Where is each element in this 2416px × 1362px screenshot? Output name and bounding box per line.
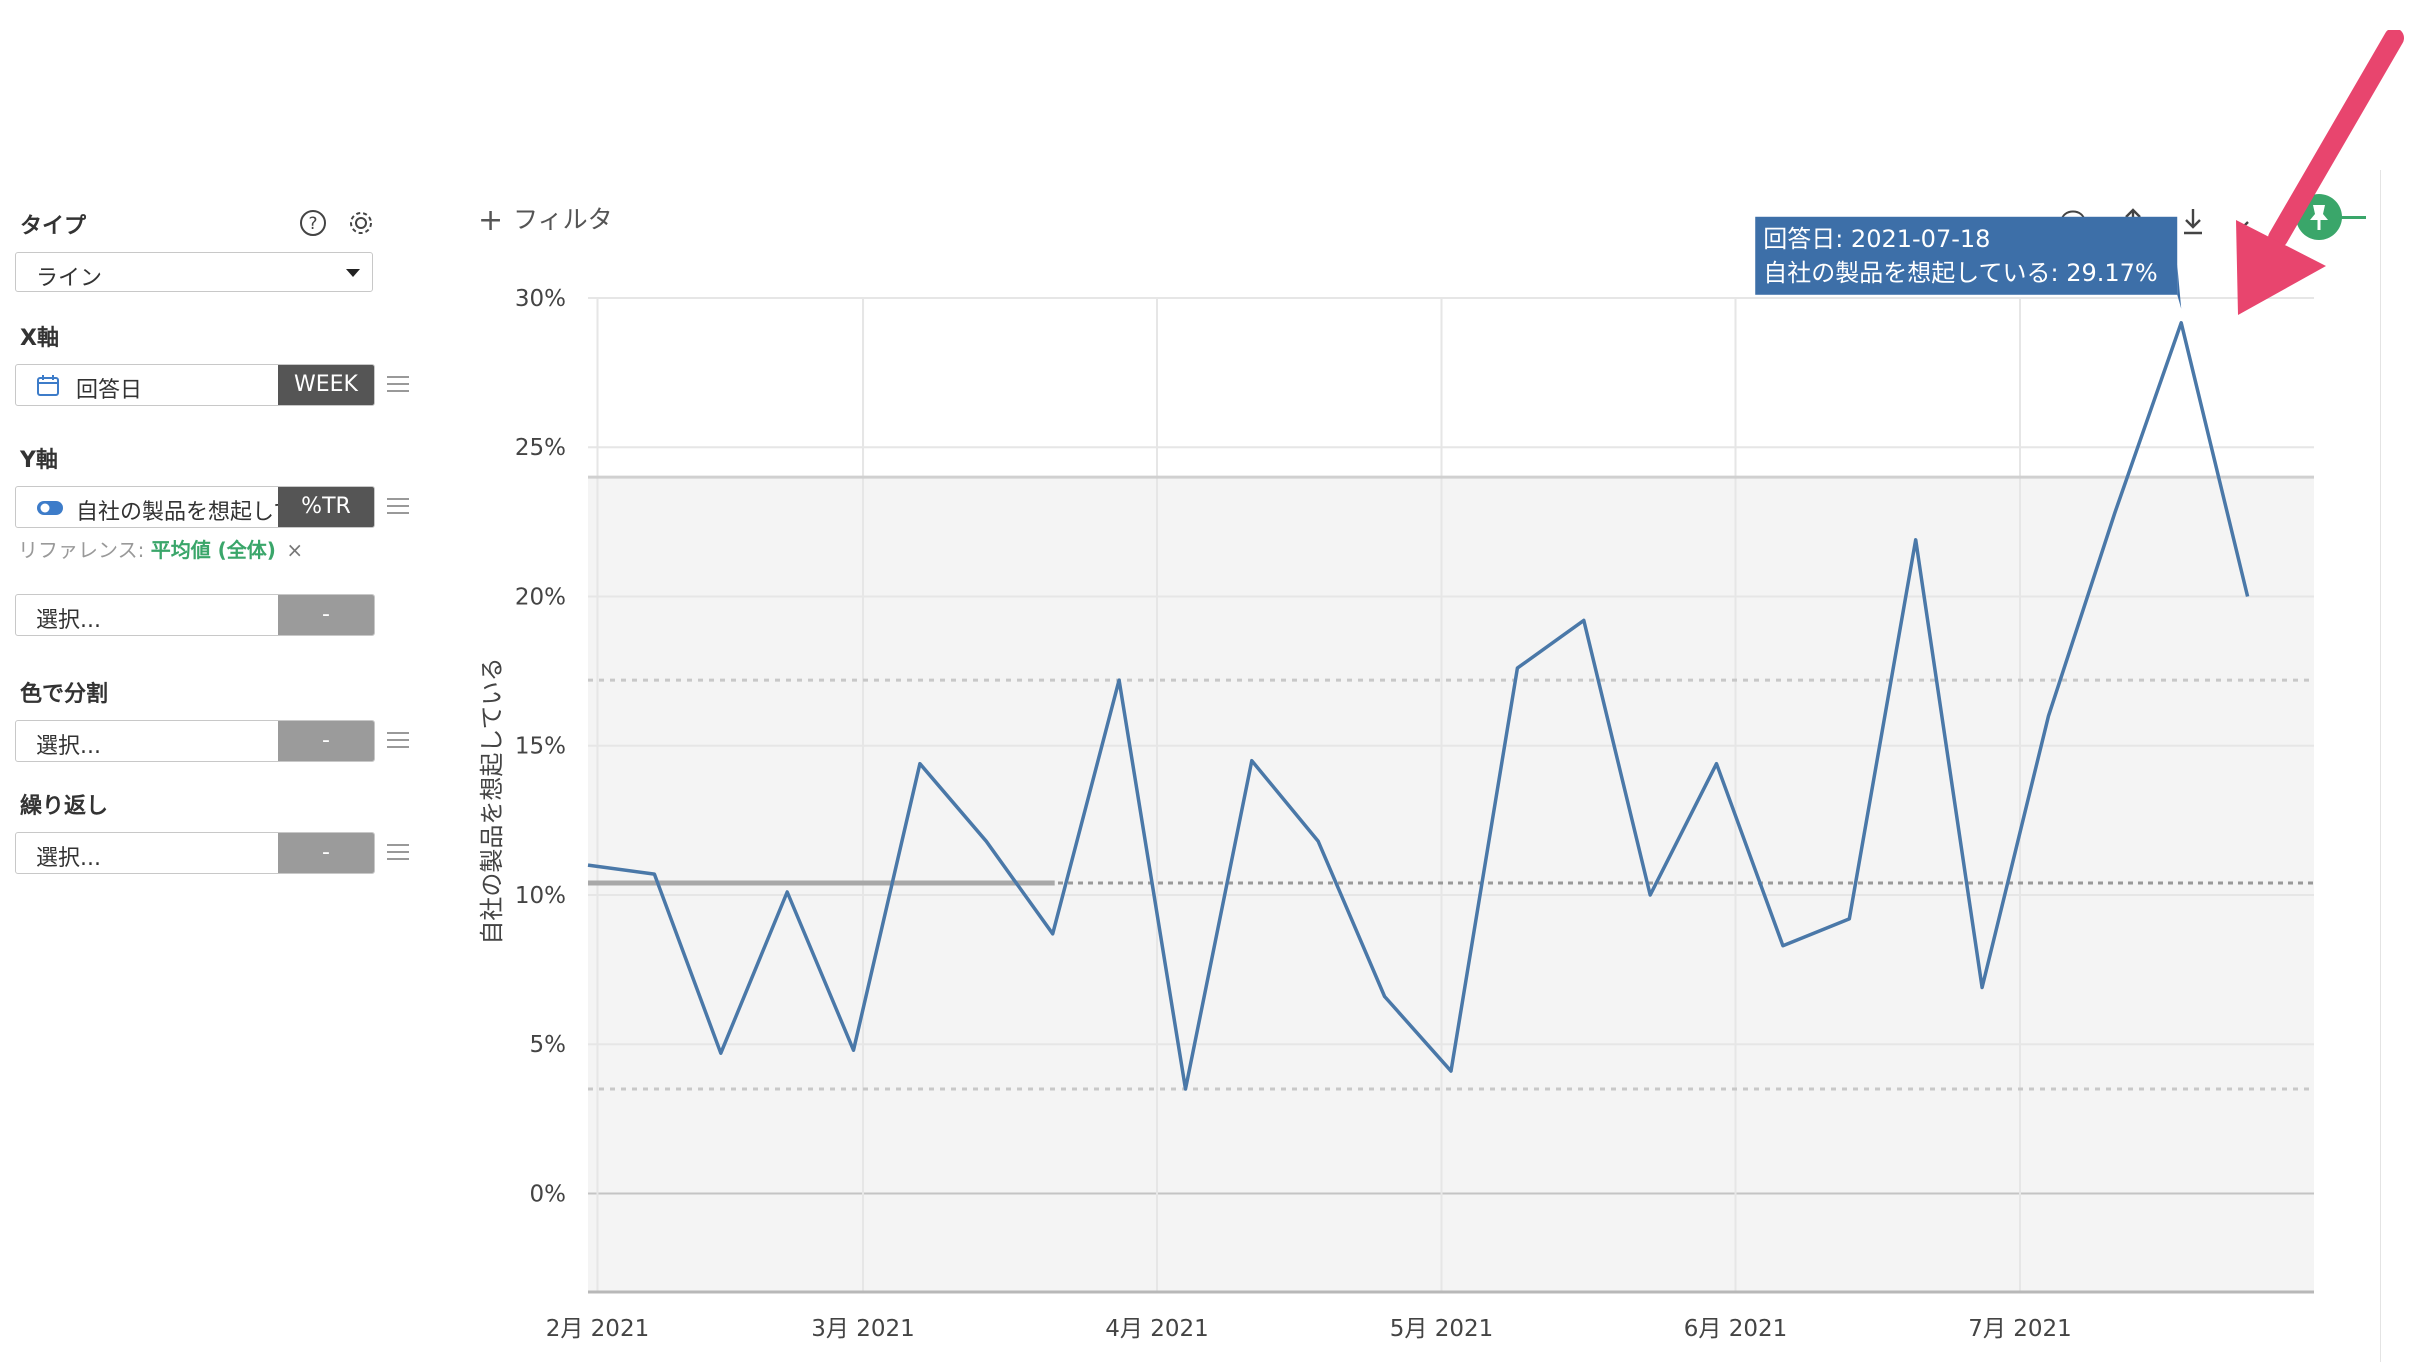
y2-badge[interactable]: - — [278, 595, 374, 635]
chevron-down-icon — [346, 269, 360, 277]
y-tick-label: 10% — [515, 883, 566, 909]
comment-icon[interactable] — [2056, 204, 2090, 238]
reference-band — [588, 477, 2314, 1292]
y-tick-label: 30% — [515, 286, 566, 312]
y-axis-field[interactable]: 自社の製品を想起している %TR — [15, 486, 375, 528]
x-tick-label: 2月 2021 — [546, 1316, 649, 1342]
reference-value-link[interactable]: 平均値 (全体) — [150, 538, 276, 562]
x-tick-label: 3月 2021 — [811, 1316, 914, 1342]
color-split-field[interactable]: 選択... - — [15, 720, 375, 762]
reference-remove-button[interactable]: × — [286, 538, 304, 562]
sidebar: タイプ ? ライン X軸 回答日 WEEK Y軸 自社の製品を想起している %T… — [0, 170, 440, 1362]
tooltip-date: 回答日: 2021-07-18 — [1763, 225, 1990, 253]
x-tick-label: 6月 2021 — [1684, 1316, 1787, 1342]
chart-type-select[interactable]: ライン — [15, 252, 373, 292]
y-tick-label: 5% — [530, 1032, 567, 1058]
y-tick-label: 15% — [515, 734, 566, 760]
annotation-arrow-icon — [2236, 30, 2404, 315]
add-filter-button[interactable]: + フィルタ — [478, 200, 613, 238]
download-icon[interactable] — [2176, 204, 2210, 238]
x-axis-field-name: 回答日 — [76, 378, 143, 403]
y-tick-label: 25% — [515, 435, 566, 461]
svg-text:?: ? — [308, 214, 317, 234]
color-split-label: 色で分割 — [20, 682, 109, 707]
x-axis-aggregation-button[interactable]: WEEK — [278, 365, 374, 405]
y2-placeholder: 選択... — [36, 608, 101, 633]
repeat-menu-icon[interactable] — [387, 844, 409, 862]
help-icon[interactable]: ? — [298, 208, 328, 238]
y-axis-menu-icon[interactable] — [387, 498, 409, 516]
pin-divider — [2338, 216, 2366, 219]
x-axis-field[interactable]: 回答日 WEEK — [15, 364, 375, 406]
x-tick-label: 7月 2021 — [1968, 1316, 2071, 1342]
type-label: タイプ — [20, 214, 87, 239]
y-tick-label: 0% — [530, 1181, 567, 1207]
repeat-label: 繰り返し — [20, 794, 109, 819]
color-split-badge[interactable]: - — [278, 721, 374, 761]
chart-type-value: ライン — [36, 266, 103, 291]
repeat-badge[interactable]: - — [278, 833, 374, 873]
app-window: タイプ ? ライン X軸 回答日 WEEK Y軸 自社の製品を想起している %T… — [0, 30, 2404, 1362]
color-split-menu-icon[interactable] — [387, 732, 409, 750]
upload-icon[interactable] — [2116, 204, 2150, 238]
reference-prefix: リファレンス: — [18, 538, 145, 562]
x-tick-label: 4月 2021 — [1105, 1316, 1208, 1342]
gear-icon[interactable] — [346, 208, 376, 238]
calendar-icon — [37, 375, 59, 396]
y2-field[interactable]: 選択... - — [15, 594, 375, 636]
toggle-icon[interactable] — [36, 497, 64, 519]
y-tick-label: 20% — [515, 584, 566, 610]
color-split-placeholder: 選択... — [36, 734, 101, 759]
repeat-placeholder: 選択... — [36, 846, 101, 871]
y-axis-title: 自社の製品を想起している — [478, 657, 506, 944]
filter-label: フィルタ — [513, 205, 613, 234]
plus-icon: + — [478, 203, 504, 238]
repeat-field[interactable]: 選択... - — [15, 832, 375, 874]
reference-line-setting: リファレンス: 平均値 (全体) × — [18, 534, 303, 563]
y-axis-label: Y軸 — [20, 448, 58, 473]
x-axis-label: X軸 — [20, 326, 59, 351]
x-tick-label: 5月 2021 — [1390, 1316, 1493, 1342]
x-axis-menu-icon[interactable] — [387, 376, 409, 394]
tooltip-value: 自社の製品を想起している: 29.17% — [1763, 259, 2158, 287]
series-line — [587, 321, 2250, 1091]
y-axis-calc-button[interactable]: %TR — [278, 487, 374, 527]
